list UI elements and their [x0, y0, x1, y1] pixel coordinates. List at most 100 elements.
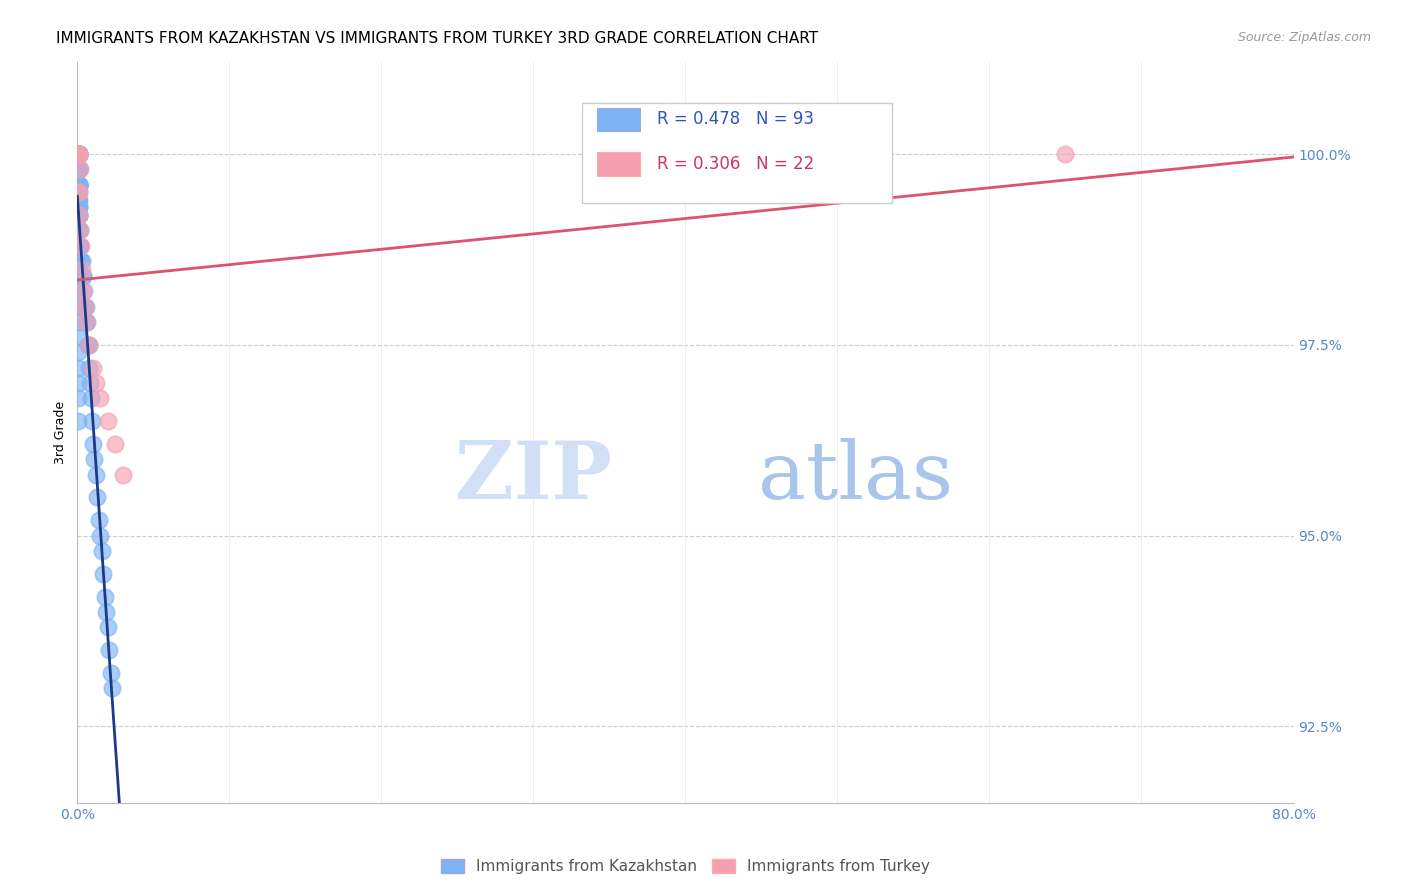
- Point: [67, 315, 90, 329]
- Point: [86, 491, 108, 505]
- Point: [77, 338, 100, 352]
- Point: [67, 238, 90, 252]
- Point: [67, 201, 90, 215]
- Point: [67, 208, 90, 222]
- Point: [89, 391, 111, 405]
- Point: [67, 147, 90, 161]
- Point: [79, 376, 101, 390]
- Legend: Immigrants from Kazakhstan, Immigrants from Turkey: Immigrants from Kazakhstan, Immigrants f…: [434, 853, 936, 880]
- Point: [67, 223, 90, 237]
- Point: [67, 193, 90, 207]
- Point: [90, 544, 112, 558]
- Point: [76, 315, 98, 329]
- Point: [100, 666, 122, 681]
- Point: [89, 529, 111, 543]
- Point: [79, 338, 101, 352]
- Point: [80, 391, 103, 405]
- Point: [67, 162, 90, 177]
- Point: [67, 391, 90, 405]
- Point: [67, 208, 90, 222]
- Point: [69, 238, 91, 252]
- Point: [73, 285, 96, 299]
- Point: [75, 315, 97, 329]
- Point: [72, 269, 94, 284]
- Point: [67, 162, 90, 177]
- Point: [67, 414, 90, 428]
- Point: [67, 185, 90, 199]
- Point: [69, 178, 91, 192]
- Point: [104, 437, 127, 451]
- Point: [70, 253, 93, 268]
- Point: [83, 452, 105, 467]
- Text: R = 0.306   N = 22: R = 0.306 N = 22: [658, 155, 814, 173]
- Point: [70, 253, 93, 268]
- Point: [96, 605, 118, 619]
- Point: [67, 178, 90, 192]
- Y-axis label: 3rd Grade: 3rd Grade: [53, 401, 67, 464]
- Text: R = 0.478   N = 93: R = 0.478 N = 93: [658, 111, 814, 128]
- Point: [97, 414, 120, 428]
- Point: [67, 162, 90, 177]
- Point: [67, 201, 90, 215]
- Point: [67, 147, 90, 161]
- Point: [72, 269, 94, 284]
- Point: [67, 147, 90, 161]
- Point: [75, 315, 97, 329]
- Point: [67, 185, 90, 199]
- Point: [77, 338, 100, 352]
- Point: [67, 330, 90, 344]
- Point: [87, 513, 110, 527]
- Text: IMMIGRANTS FROM KAZAKHSTAN VS IMMIGRANTS FROM TURKEY 3RD GRADE CORRELATION CHART: IMMIGRANTS FROM KAZAKHSTAN VS IMMIGRANTS…: [56, 31, 818, 46]
- Point: [67, 223, 90, 237]
- Point: [67, 147, 90, 161]
- Point: [91, 566, 114, 581]
- Point: [67, 162, 90, 177]
- Bar: [596, 108, 640, 131]
- Point: [79, 360, 101, 375]
- Point: [73, 300, 96, 314]
- Point: [67, 162, 90, 177]
- Point: [67, 178, 90, 192]
- Point: [93, 590, 115, 604]
- Point: [67, 178, 90, 192]
- Point: [1054, 147, 1077, 161]
- Point: [70, 238, 93, 252]
- Point: [67, 162, 90, 177]
- Point: [67, 269, 90, 284]
- Point: [67, 193, 90, 207]
- Point: [75, 300, 97, 314]
- Point: [69, 223, 91, 237]
- Point: [67, 162, 90, 177]
- Bar: [582, 103, 893, 203]
- Point: [67, 147, 90, 161]
- Point: [72, 285, 94, 299]
- Point: [67, 147, 90, 161]
- Point: [67, 360, 90, 375]
- Point: [67, 178, 90, 192]
- Point: [67, 162, 90, 177]
- Point: [67, 185, 90, 199]
- Point: [67, 345, 90, 359]
- Point: [67, 147, 90, 161]
- Bar: [596, 152, 640, 176]
- Point: [67, 147, 90, 161]
- Point: [84, 376, 107, 390]
- Point: [82, 437, 104, 451]
- Point: [67, 208, 90, 222]
- Point: [67, 178, 90, 192]
- Point: [67, 147, 90, 161]
- Point: [67, 185, 90, 199]
- Point: [67, 376, 90, 390]
- Point: [69, 147, 91, 161]
- Point: [67, 162, 90, 177]
- Point: [69, 238, 91, 252]
- Point: [67, 178, 90, 192]
- Point: [69, 223, 91, 237]
- Point: [67, 300, 90, 314]
- Point: [67, 185, 90, 199]
- Point: [67, 178, 90, 192]
- Point: [67, 147, 90, 161]
- Point: [67, 147, 90, 161]
- Point: [67, 193, 90, 207]
- Point: [73, 300, 96, 314]
